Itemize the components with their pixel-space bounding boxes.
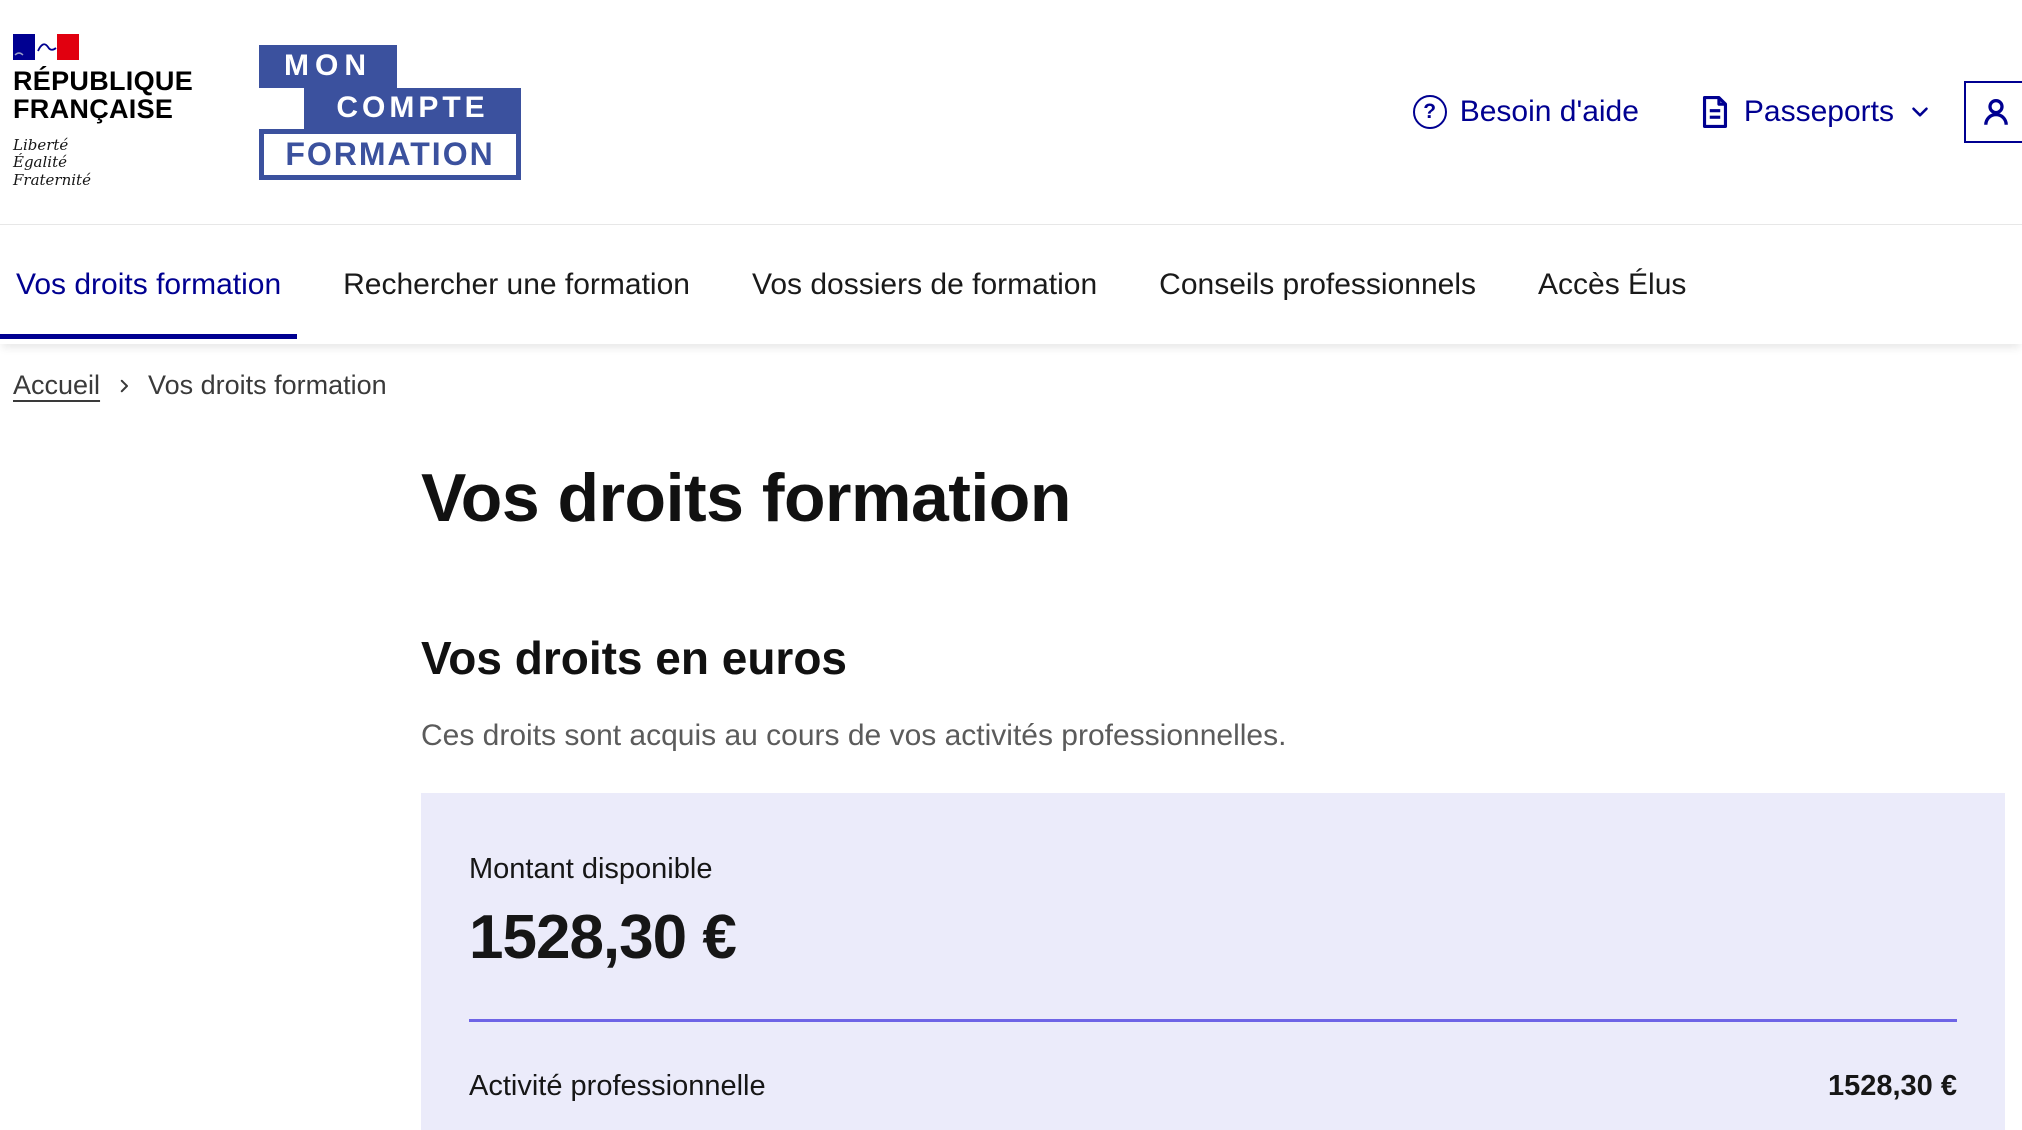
document-icon — [1702, 96, 1727, 128]
mon-compte-formation-logo[interactable]: MON COMPTE FORMATION — [259, 44, 521, 180]
section-title: Vos droits en euros — [421, 632, 848, 684]
republique-francaise-logo: RÉPUBLIQUE FRANÇAISE Liberté Égalité Fra… — [13, 34, 193, 189]
french-flag-icon — [13, 34, 79, 61]
header-actions: ? Besoin d'aide Passeports — [1412, 81, 2022, 143]
help-link-label: Besoin d'aide — [1459, 95, 1639, 128]
site-header: RÉPUBLIQUE FRANÇAISE Liberté Égalité Fra… — [0, 0, 2022, 224]
available-amount: 1528,30 € — [469, 903, 737, 972]
amount-label: Montant disponible — [469, 853, 713, 885]
activity-row-value: 1528,30 € — [1827, 1070, 1957, 1102]
nav-item-acces-elus[interactable]: Accès Élus — [1538, 267, 1687, 301]
mcf-logo-block-formation: FORMATION — [259, 128, 521, 180]
mcf-logo-block-compte: COMPTE — [304, 87, 521, 129]
mcf-logo-block-mon: MON — [259, 44, 397, 88]
republique-motto: Liberté Égalité Fraternité — [13, 135, 91, 189]
question-mark-icon: ? — [1412, 95, 1447, 129]
main-nav: Vos droits formation Rechercher une form… — [0, 224, 2022, 344]
card-divider — [469, 1019, 1957, 1022]
rights-amount-card: Montant disponible 1528,30 € Activité pr… — [421, 793, 2005, 1130]
help-link[interactable]: ? Besoin d'aide — [1412, 95, 1639, 129]
nav-item-conseils-professionnels[interactable]: Conseils professionnels — [1159, 267, 1477, 301]
activity-row-label: Activité professionnelle — [469, 1070, 766, 1102]
passports-menu-label: Passeports — [1743, 95, 1894, 128]
passports-menu[interactable]: Passeports — [1699, 95, 1933, 129]
page-title: Vos droits formation — [421, 460, 1071, 536]
nav-item-rechercher-une-formation[interactable]: Rechercher une formation — [343, 267, 690, 301]
nav-item-vos-droits-formation[interactable]: Vos droits formation — [0, 225, 298, 344]
breadcrumb: Accueil Vos droits formation — [0, 344, 2022, 401]
nav-item-vos-dossiers-de-formation[interactable]: Vos dossiers de formation — [751, 267, 1098, 301]
main-content: Vos droits formation Vos droits en euros… — [421, 459, 2005, 1130]
account-button[interactable] — [1964, 81, 2022, 143]
breadcrumb-current: Vos droits formation — [148, 370, 387, 400]
section-description: Ces droits sont acquis au cours de vos a… — [421, 719, 1287, 752]
activity-row: Activité professionnelle 1528,30 € — [469, 1070, 1957, 1103]
breadcrumb-home-link[interactable]: Accueil — [13, 370, 101, 400]
chevron-right-icon — [115, 377, 133, 395]
republique-title: RÉPUBLIQUE FRANÇAISE — [13, 66, 194, 125]
user-icon — [1984, 98, 2008, 125]
chevron-down-icon — [1912, 107, 1928, 117]
